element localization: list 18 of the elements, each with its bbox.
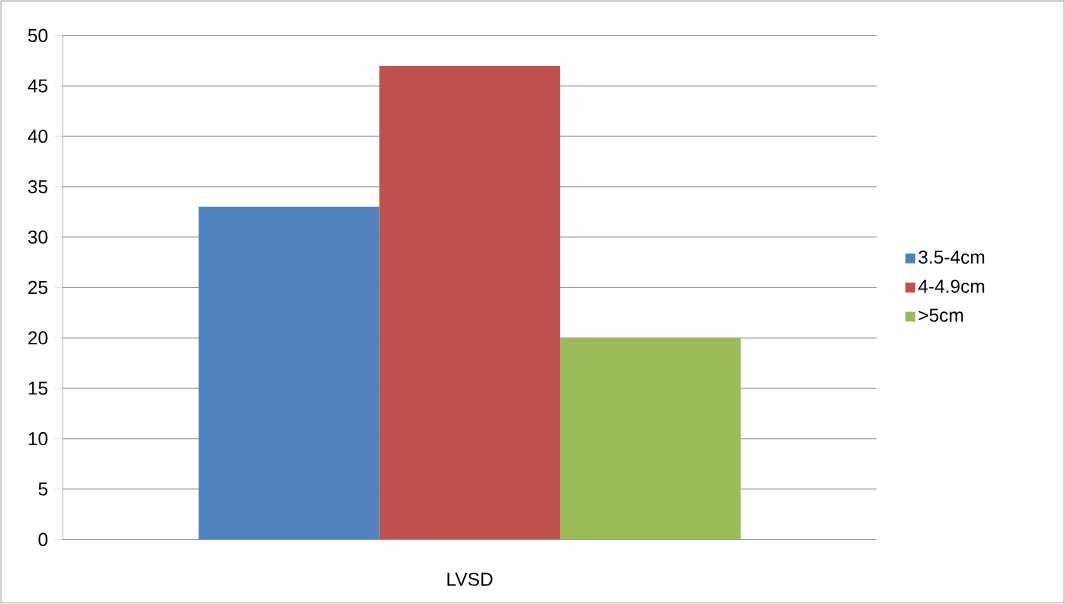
y-tick-label: 20 — [28, 331, 48, 345]
y-tick-label: 10 — [28, 432, 48, 446]
y-tick-label: 30 — [28, 230, 48, 244]
bar — [198, 206, 380, 540]
y-tick-label: 0 — [38, 532, 48, 547]
bar — [379, 65, 561, 540]
x-tick-label: LVSD — [447, 572, 493, 586]
bar — [560, 337, 741, 540]
legend-label: >5cm — [918, 308, 963, 322]
y-tick-label: 25 — [28, 280, 48, 295]
y-tick-label: 5 — [38, 482, 48, 496]
y-tick-label: 15 — [28, 381, 48, 395]
y-tick-label: 45 — [27, 79, 48, 93]
y-tick-label: 40 — [27, 129, 48, 143]
legend-label: 4-4.9cm — [918, 279, 985, 293]
y-tick-label: 35 — [28, 180, 48, 194]
y-tick-label: 50 — [28, 28, 48, 43]
legend-label: 3.5-4cm — [918, 250, 985, 264]
